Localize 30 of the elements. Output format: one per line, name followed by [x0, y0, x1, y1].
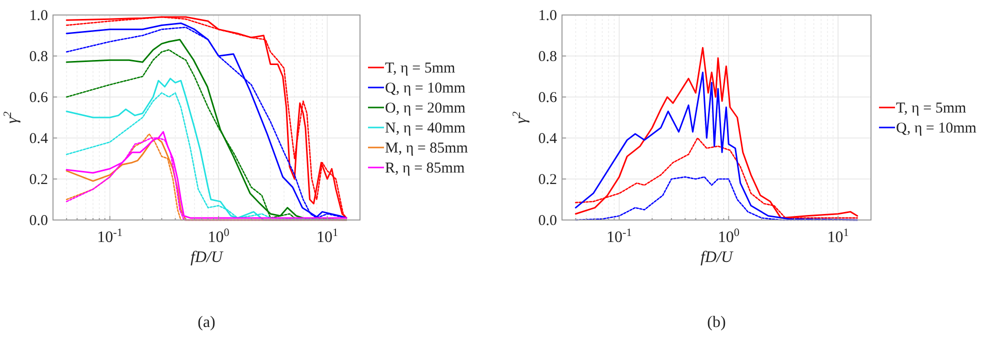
- x-tick-label: 10$^{1}$: [827, 227, 849, 246]
- x-tick-label: 10$^{-1}$: [606, 227, 632, 246]
- y-tick-label: 0.0: [29, 213, 48, 229]
- x-tick-label: 10$^{0}$: [208, 227, 230, 246]
- legend-label: M, η = 85mm: [385, 140, 468, 156]
- x-tick-label: 10$^{0}$: [718, 227, 740, 246]
- x-axis-title: fD/U: [700, 249, 734, 266]
- y-tick-label: 1.0: [538, 8, 557, 24]
- y-tick-label: 0.8: [538, 49, 557, 65]
- text: (b): [707, 314, 726, 331]
- x-tick-label: 10$^{1}$: [316, 227, 338, 246]
- legend-label: T, η = 5mm: [896, 100, 967, 116]
- y-tick-label: 0.2: [29, 172, 48, 188]
- legend-label: R, η = 85mm: [385, 160, 465, 176]
- legend-label: Q, η = 10mm: [896, 120, 977, 136]
- y-tick-label: 0.4: [538, 131, 558, 147]
- legend-label: O, η = 20mm: [385, 100, 466, 116]
- text: (a): [198, 314, 216, 331]
- y-tick-label: 1.0: [29, 8, 48, 24]
- legend-label: T, η = 5mm: [385, 60, 456, 76]
- y-tick-label: 0.0: [538, 213, 557, 229]
- y-tick-label: 0.6: [29, 90, 48, 106]
- y-tick-label: 0.2: [538, 172, 557, 188]
- legend-label: Q, η = 10mm: [385, 80, 466, 96]
- y-tick-label: 0.6: [538, 90, 558, 106]
- legend-label: N, η = 40mm: [385, 120, 466, 136]
- y-tick-label: 0.4: [29, 131, 48, 147]
- x-axis-title: fD/U: [190, 249, 224, 266]
- y-tick-label: 0.8: [29, 49, 48, 65]
- x-tick-label: 10$^{-1}$: [97, 227, 123, 246]
